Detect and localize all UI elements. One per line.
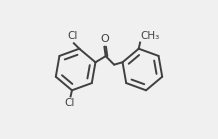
Text: Cl: Cl [65,98,75,108]
Text: CH₃: CH₃ [141,31,160,41]
Text: Cl: Cl [67,31,78,41]
Text: O: O [101,34,109,44]
